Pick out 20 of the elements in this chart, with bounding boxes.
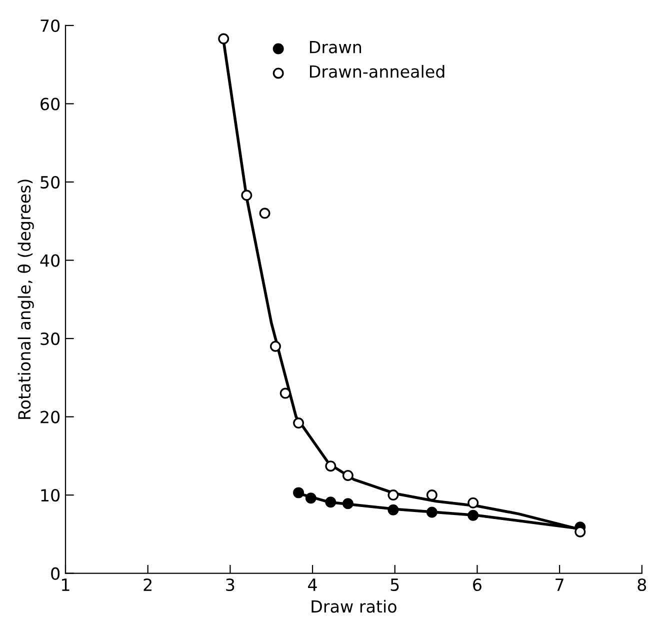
x-axis-title: Draw ratio [312,600,396,613]
x-tick-label: 1 [62,578,70,591]
y-tick-label: 60 [40,98,60,110]
x-tick-label: 7 [556,578,564,591]
y-tick-label: 40 [40,254,60,267]
x-tick-label: 4 [308,578,317,591]
y-tick-label: 10 [41,489,60,502]
x-tick-label: 6 [473,578,482,592]
legend-label: Drawn [310,40,362,54]
y-axis-title: Rotational angle, θ (degrees) [18,180,34,419]
y-tick-label: 30 [40,332,60,346]
legend-label: Drawn-annealed [310,64,444,78]
x-tick-label: 5 [390,578,399,592]
x-tick-label: 2 [144,578,152,591]
y-tick-label: 50 [40,176,60,189]
y-tick-label: 0 [51,567,60,580]
x-tick-label: 8 [638,578,646,592]
y-tick-label: 70 [40,19,60,32]
x-tick-label: 3 [226,578,234,592]
y-tick-label: 20 [40,410,60,424]
